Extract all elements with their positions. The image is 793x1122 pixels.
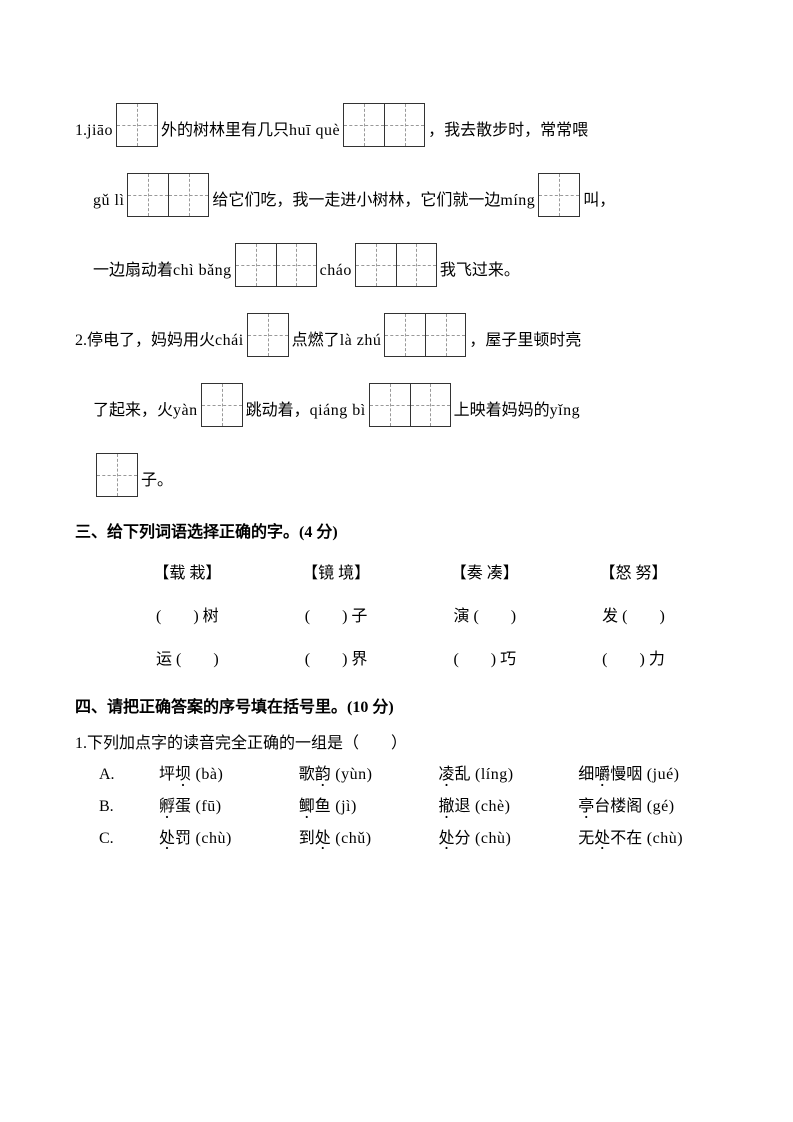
s3-pair-2: 【奏 凑】 xyxy=(412,556,557,591)
dotted-char: 处 xyxy=(439,826,455,852)
q2-line1: 2.停电了，妈妈用火 chái 点燃了 là zhú ，屋子里顿时亮 xyxy=(75,310,718,354)
s3-r1-3: 发 ( ) xyxy=(561,599,706,634)
s3-pair-0: 【载 栽】 xyxy=(115,556,260,591)
char-box-2[interactable] xyxy=(343,103,425,147)
pinyin-text: (chè) xyxy=(471,798,511,815)
s4-col: 歌韵 (yùn) xyxy=(299,762,439,788)
s3-r1-0: ( ) 树 xyxy=(115,599,260,634)
pinyin-text: (gé) xyxy=(642,798,674,815)
dotted-char: 鲫 xyxy=(299,794,315,820)
q2-line3: 子。 xyxy=(75,450,718,494)
dotted-char: 处 xyxy=(315,826,331,852)
q1-t2a: 给它们吃，我一走进小树林，它们就一边 xyxy=(212,188,500,214)
pinyin-text: (fū) xyxy=(191,798,221,815)
s4-row-label: B. xyxy=(99,794,159,820)
pinyin-text: (líng) xyxy=(471,766,514,783)
s3-row1: ( ) 树 ( ) 子 演 ( ) 发 ( ) xyxy=(75,599,718,634)
pinyin-text: (chǔ) xyxy=(331,830,372,847)
section3-heading: 三、给下列词语选择正确的字。(4 分) xyxy=(75,520,718,546)
s4-col: 无处不在 (chù) xyxy=(578,826,718,852)
dotted-char: 韵 xyxy=(315,762,331,788)
dotted-char: 处 xyxy=(159,826,175,852)
s4-row-label: C. xyxy=(99,826,159,852)
s3-pair-1: 【镜 境】 xyxy=(264,556,409,591)
q2-p3: yàn xyxy=(173,398,198,424)
s4-col: 撤退 (chè) xyxy=(439,794,579,820)
s3-r2-0: 运 ( ) xyxy=(115,642,260,677)
char-box-4[interactable] xyxy=(538,173,580,217)
q1-line1: 1. jiāo 外的树林里有几只 huī què ，我去散步时，常常喂 xyxy=(75,100,718,144)
s4-col: 坪坝 (bà) xyxy=(159,762,299,788)
pinyin-text: (chù) xyxy=(642,830,683,847)
q1-t2b: 叫， xyxy=(583,188,615,214)
s3-r2-1: ( ) 界 xyxy=(264,642,409,677)
s4-row-1: B.孵蛋 (fū)鲫鱼 (jì)撤退 (chè)亭台楼阁 (gé) xyxy=(99,794,718,820)
q1-p3: gǔ lì xyxy=(93,188,124,214)
s4-col: 凌乱 (líng) xyxy=(439,762,579,788)
q2-t2c: 上映着妈妈的 xyxy=(454,398,550,424)
q2-t2a: 了起来，火 xyxy=(93,398,173,424)
char-box-1[interactable] xyxy=(116,103,158,147)
q2-t2b: 跳动着， xyxy=(246,398,310,424)
s4-col: 处分 (chù) xyxy=(439,826,579,852)
q1-p6: cháo xyxy=(320,258,352,284)
char-box-9[interactable] xyxy=(201,383,243,427)
s4-col: 到处 (chǔ) xyxy=(299,826,439,852)
dotted-char: 坝 xyxy=(175,762,191,788)
pinyin-text: (bà) xyxy=(191,766,223,783)
s4-row-2: C.处罚 (chù)到处 (chǔ)处分 (chù)无处不在 (chù) xyxy=(99,826,718,852)
char-box-6[interactable] xyxy=(355,243,437,287)
s4-q1: 1.下列加点字的读音完全正确的一组是（ ） xyxy=(75,731,718,757)
char-box-10[interactable] xyxy=(369,383,451,427)
q1-t3a: 一边扇动着 xyxy=(93,258,173,284)
s3-pairs: 【载 栽】 【镜 境】 【奏 凑】 【怒 努】 xyxy=(75,556,718,591)
q1-line2: gǔ lì 给它们吃，我一走进小树林，它们就一边 míng 叫， xyxy=(75,170,718,214)
dotted-char: 撤 xyxy=(439,794,455,820)
q1-line3: 一边扇动着 chì bǎng cháo 我飞过来。 xyxy=(75,240,718,284)
q2-t3a: 子。 xyxy=(141,468,173,494)
pinyin-text: (jué) xyxy=(642,766,679,783)
s3-r2-3: ( ) 力 xyxy=(561,642,706,677)
s3-row2: 运 ( ) ( ) 界 ( ) 巧 ( ) 力 xyxy=(75,642,718,677)
dotted-char: 孵 xyxy=(159,794,175,820)
q1-num: 1. xyxy=(75,118,87,144)
q1-p1: jiāo xyxy=(87,118,113,144)
q1-p4: míng xyxy=(500,188,535,214)
q2-t1b: 点燃了 xyxy=(292,328,340,354)
s3-r2-2: ( ) 巧 xyxy=(412,642,557,677)
pinyin-text: (chù) xyxy=(191,830,232,847)
char-box-5[interactable] xyxy=(235,243,317,287)
q2-p5: yǐng xyxy=(550,398,580,424)
char-box-8[interactable] xyxy=(384,313,466,357)
q1-p5: chì bǎng xyxy=(173,258,232,284)
q2-t1a: 2.停电了，妈妈用火 xyxy=(75,328,215,354)
q2-p2: là zhú xyxy=(340,328,382,354)
q2-p4: qiáng bì xyxy=(310,398,366,424)
q2-p1: chái xyxy=(215,328,244,354)
char-box-3[interactable] xyxy=(127,173,209,217)
s4-col: 细嚼慢咽 (jué) xyxy=(578,762,718,788)
q1-t1c: ，我去散步时，常常喂 xyxy=(428,118,588,144)
dotted-char: 亭 xyxy=(578,794,594,820)
dotted-char: 嚼 xyxy=(594,762,610,788)
q1-p2: huī què xyxy=(289,118,340,144)
q2-t1c: ，屋子里顿时亮 xyxy=(469,328,581,354)
s4-col: 处罚 (chù) xyxy=(159,826,299,852)
s3-r1-2: 演 ( ) xyxy=(412,599,557,634)
q1-t1b: 外的树林里有几只 xyxy=(161,118,289,144)
dotted-char: 凌 xyxy=(439,762,455,788)
q1-t3b: 我飞过来。 xyxy=(440,258,520,284)
char-box-7[interactable] xyxy=(247,313,289,357)
s3-r1-1: ( ) 子 xyxy=(264,599,409,634)
pinyin-text: (yùn) xyxy=(331,766,373,783)
q2-line2: 了起来，火 yàn 跳动着， qiáng bì 上映着妈妈的 yǐng xyxy=(75,380,718,424)
section4-heading: 四、请把正确答案的序号填在括号里。(10 分) xyxy=(75,695,718,721)
pinyin-text: (jì) xyxy=(331,798,357,815)
pinyin-text: (chù) xyxy=(471,830,512,847)
dotted-char: 处 xyxy=(594,826,610,852)
char-box-11[interactable] xyxy=(96,453,138,497)
s4-row-label: A. xyxy=(99,762,159,788)
s4-row-0: A.坪坝 (bà)歌韵 (yùn)凌乱 (líng)细嚼慢咽 (jué) xyxy=(99,762,718,788)
s3-pair-3: 【怒 努】 xyxy=(561,556,706,591)
